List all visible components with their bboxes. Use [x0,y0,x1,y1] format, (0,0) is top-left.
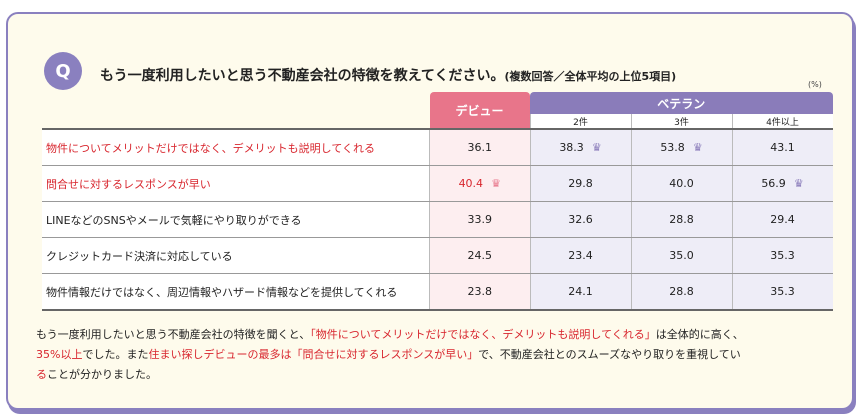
s7: 「問合せに対するレスポンスが早い」 [291,348,479,361]
crown-icon: ♛ [491,177,501,190]
value-cell: 28.8 [630,273,732,311]
value: 56.9 [761,177,786,190]
crown-icon: ♛ [591,141,602,154]
value-cell: 40.4 ♛ [429,165,530,202]
table-row: クレジットカード決済に対応している 24.5 23.4 35.0 35.3 [42,237,833,274]
value: 24.5 [467,249,493,262]
value: 33.9 [467,213,493,226]
value-cell: 40.0 [630,165,732,202]
value-cell: 28.8 [630,201,732,238]
question-text: もう一度利用したいと思う不動産会社の特徴を教えてください。 [100,68,505,84]
sub-col-3: 3件 [630,114,732,129]
s5: でした。また [82,348,149,361]
value-cell: 33.9 [429,201,530,238]
value: 29.4 [770,213,795,226]
value-cell: 43.1 [731,128,833,166]
row-label: 物件についてメリットだけではなく、デメリットも説明してくれる [42,128,430,166]
s8: で、不動産会社とのスムーズなやり取りを重視してい [478,348,741,361]
value-cell: 29.8 [529,165,631,202]
value-cell: 23.4 [529,237,631,274]
blank-header [42,92,430,129]
sub-col-2: 2件 [529,114,631,129]
row-label: 問合せに対するレスポンスが早い [42,165,430,202]
unit-label: (%) [808,80,822,89]
question-title: もう一度利用したいと思う不動産会社の特徴を教えてください。(複数回答／全体平均の… [100,65,676,85]
question-icon: Q [44,52,82,90]
row-label: クレジットカード決済に対応している [42,237,430,274]
value-cell: 56.9 ♛ [731,165,833,202]
row-label: 物件情報だけではなく、周辺情報やハザード情報などを提供してくれる [42,273,430,311]
table-row: 問合せに対するレスポンスが早い 40.4 ♛ 29.8 40.0 56.9 ♛ [42,165,833,202]
value-cell: 53.8 ♛ [630,128,732,166]
value-cell: 32.6 [529,201,631,238]
value: 24.1 [568,285,593,298]
value-cell: 29.4 [731,201,833,238]
value: 35.3 [770,249,795,262]
value: 23.8 [467,285,493,298]
summary-text: もう一度利用したいと思う不動産会社の特徴を聞くと、「物件についてメリットだけでは… [36,325,826,385]
value: 40.4 [458,177,484,190]
value-cell: 38.3 ♛ [529,128,631,166]
crown-icon: ♛ [793,177,804,190]
sub-col-4plus: 4件以上 [731,114,833,129]
crown-icon: ♛ [692,141,703,154]
value: 40.0 [669,177,694,190]
s10: ことが分かりました。 [47,368,157,381]
value-cell: 24.1 [529,273,631,311]
s2: 「物件についてメリットだけではなく、デメリットも説明してくれる」 [310,328,656,341]
value-cell: 36.1 [429,128,530,166]
s9: る [36,368,47,381]
value: 53.8 [660,141,685,154]
debut-header: デビュー [429,92,530,129]
value-cell: 23.8 [429,273,530,311]
value: 29.8 [568,177,593,190]
table-row: 物件についてメリットだけではなく、デメリットも説明してくれる 36.1 38.3 ♛ 5… [42,128,833,166]
value: 28.8 [669,285,694,298]
value: 35.3 [770,285,795,298]
table-row: LINEなどのSNSやメールで気軽にやり取りができる 33.9 32.6 28.8 29… [42,201,833,238]
question-note: (複数回答／全体平均の上位5項目) [504,70,677,83]
value: 38.3 [559,141,584,154]
table-row: 物件情報だけではなく、周辺情報やハザード情報などを提供してくれる 23.8 24.1… [42,273,833,311]
value: 32.6 [568,213,593,226]
value: 28.8 [669,213,694,226]
s4: 35%以上 [36,348,83,361]
value-cell: 35.0 [630,237,732,274]
value: 23.4 [568,249,593,262]
value: 43.1 [770,141,795,154]
value-cell: 35.3 [731,237,833,274]
row-label: LINEなどのSNSやメールで気軽にやり取りができる [42,201,430,238]
veteran-header: ベテラン [530,92,833,114]
s3: は全体的に高く、 [655,328,744,341]
value-cell: 24.5 [429,237,530,274]
results-table: デビュー ベテラン 2件 3件 4件以上 物件についてメリットだけではなく、デメ… [42,92,833,311]
value: 36.1 [467,141,493,154]
s1: もう一度利用したいと思う不動産会社の特徴を聞くと、 [36,328,311,341]
s6: 住まい探しデビューの最多は [148,348,292,361]
value-cell: 35.3 [731,273,833,311]
value: 35.0 [669,249,694,262]
